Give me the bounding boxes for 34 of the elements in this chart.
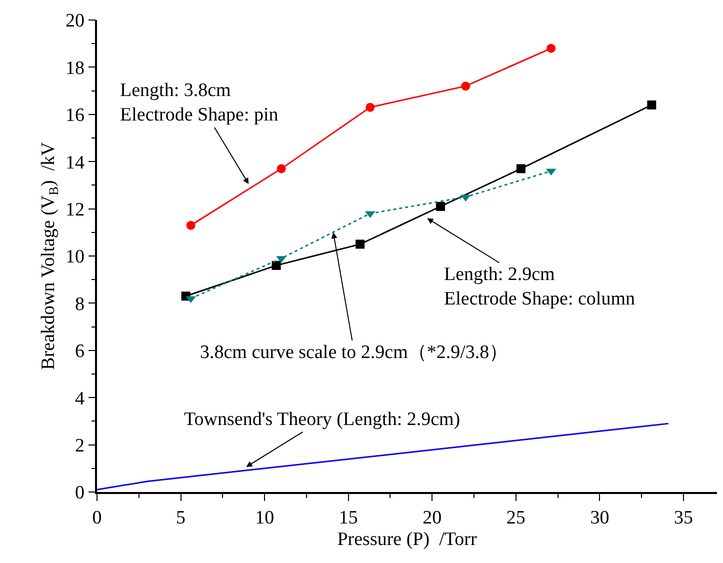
point [276,164,286,174]
y-tick-label: 20 [65,10,84,32]
point [356,240,365,249]
x-tick-label: 30 [590,508,610,529]
x-tick-label: 15 [338,508,358,529]
y-tick-label: 14 [65,152,85,174]
x-tick-label: 5 [176,508,186,529]
annotation: Length: 2.9cm Electrode Shape: column [444,264,636,310]
point [461,82,470,91]
point [546,44,556,53]
point [186,220,196,230]
annotation: Townsend's Theory (Length: 2.9cm) [184,409,460,430]
annotation: 3.8cm curve scale to 2.9cm（*2.9/3.8） [200,342,508,363]
y-tick-label: 0 [74,482,84,504]
x-tick-label: 35 [674,508,693,529]
y-tick-label: 8 [74,294,84,315]
x-tick-label: 25 [506,508,526,529]
y-tick-label: 12 [65,199,84,220]
y-tick-label: 4 [74,388,85,410]
x-tick-label: 0 [92,508,102,529]
point [272,260,281,270]
x-tick-label: 20 [422,508,442,529]
point [366,102,375,112]
y-tick-label: 18 [65,58,84,79]
y-tick-label: 16 [65,105,84,126]
y-tick-label: 6 [74,341,84,362]
point [516,164,526,174]
x-axis-title: Pressure (P) /Torr [337,528,478,550]
x-tick-label: 10 [255,508,274,529]
point [647,100,656,110]
annotation: Length: 3.8cm Electrode Shape: pin [120,80,279,126]
y-tick-label: 10 [65,246,84,268]
point [436,202,446,211]
y-tick-label: 2 [74,435,84,456]
